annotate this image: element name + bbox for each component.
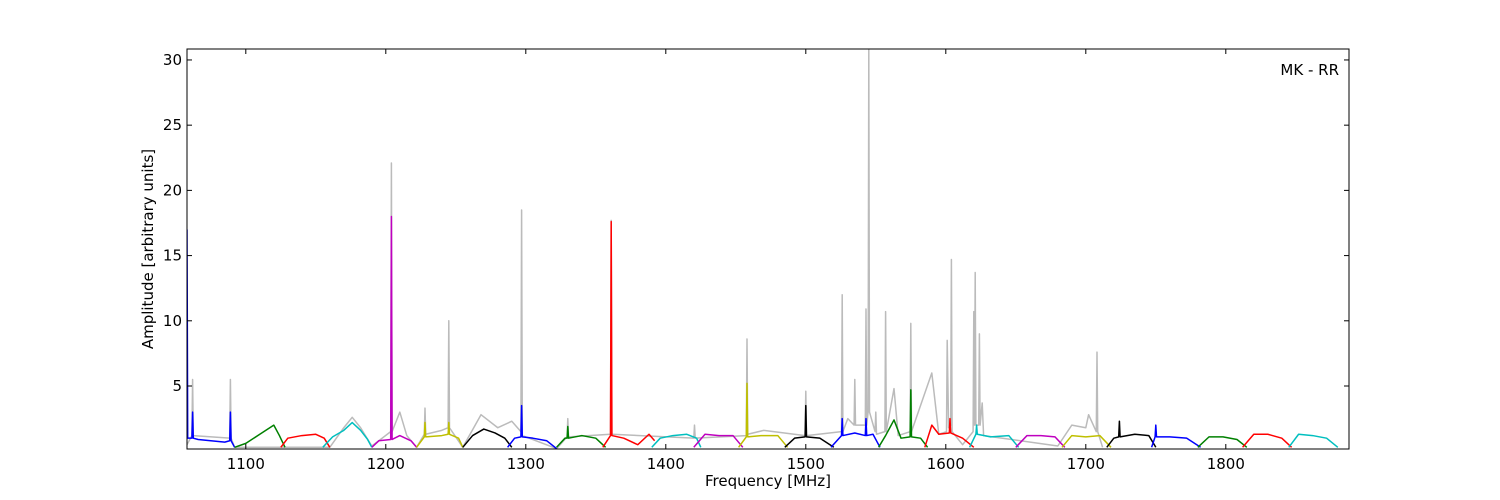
series-line bbox=[602, 220, 656, 448]
series-line bbox=[371, 215, 418, 448]
annotation: MK - RR bbox=[1280, 61, 1339, 79]
series-line bbox=[1288, 433, 1339, 448]
series-line bbox=[280, 433, 331, 448]
series-line bbox=[1015, 434, 1066, 448]
x-axis-label: Frequency [MHz] bbox=[705, 472, 831, 490]
x-tick-label: 1700 bbox=[1067, 455, 1105, 473]
series-line bbox=[187, 49, 1104, 449]
series-line bbox=[693, 433, 744, 448]
x-tick-label: 1800 bbox=[1207, 455, 1245, 473]
series-line bbox=[556, 425, 607, 448]
series-line bbox=[1150, 424, 1202, 448]
series-line bbox=[322, 421, 373, 448]
series-line bbox=[737, 382, 789, 448]
series-line bbox=[507, 404, 558, 449]
series-line bbox=[968, 424, 1020, 448]
series-line bbox=[1061, 434, 1112, 448]
plot-frame bbox=[186, 48, 1350, 450]
series-line bbox=[651, 433, 702, 448]
series-line bbox=[415, 421, 464, 448]
series-line bbox=[830, 417, 881, 448]
series-line bbox=[1106, 420, 1157, 448]
y-tick-label: 20 bbox=[163, 181, 182, 199]
y-tick-label: 10 bbox=[163, 312, 182, 330]
plot-area bbox=[187, 49, 1339, 449]
y-tick-label: 5 bbox=[172, 377, 182, 395]
series-line bbox=[234, 424, 286, 449]
x-tick-label: 1300 bbox=[507, 455, 545, 473]
x-tick-label: 1500 bbox=[787, 455, 825, 473]
y-tick-label: 25 bbox=[163, 116, 182, 134]
series-line bbox=[784, 404, 835, 448]
series-line bbox=[462, 428, 513, 448]
y-tick-label: 30 bbox=[163, 51, 182, 69]
series-line bbox=[924, 417, 975, 448]
y-axis-label: Amplitude [arbitrary units] bbox=[139, 149, 157, 349]
series-line bbox=[187, 229, 236, 448]
x-tick-label: 1400 bbox=[647, 455, 685, 473]
y-tick-label: 15 bbox=[163, 247, 182, 265]
x-tick-label: 1600 bbox=[927, 455, 965, 473]
series-line bbox=[1242, 433, 1293, 448]
series-line bbox=[1197, 436, 1248, 448]
series-line bbox=[877, 389, 929, 448]
x-tick-label: 1100 bbox=[227, 455, 265, 473]
x-tick-label: 1200 bbox=[367, 455, 405, 473]
